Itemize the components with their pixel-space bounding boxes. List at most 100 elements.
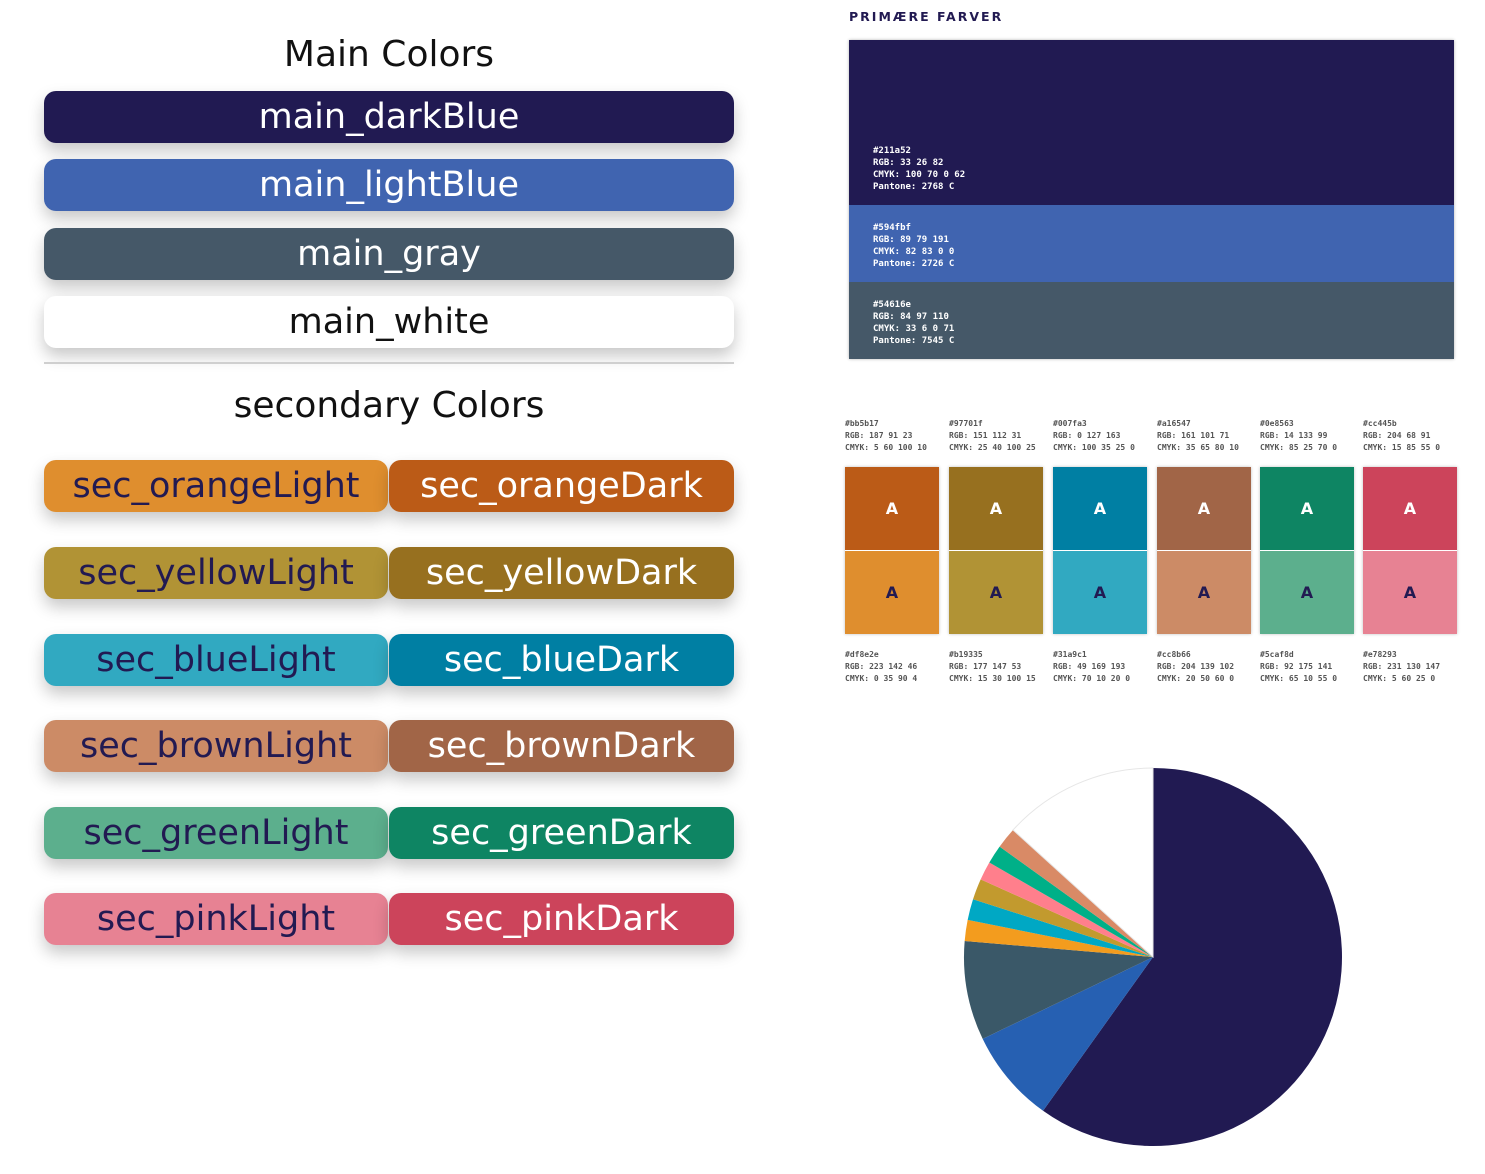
spec-cmyk: CMYK: 65 10 55 0 (1260, 674, 1338, 683)
spec-cmyk: CMYK: 5 60 100 10 (845, 443, 927, 452)
secondary-pill-light: sec_yellowLight (44, 547, 388, 599)
swatch-spec-top: #0e8563 RGB: 14 133 99 CMYK: 85 25 70 0 (1260, 418, 1337, 454)
secondary-pill-dark: sec_orangeDark (389, 460, 734, 512)
band-hex: #54616e (873, 300, 911, 310)
swatch-spec-top: #007fa3 RGB: 0 127 163 CMYK: 100 35 25 0 (1053, 418, 1135, 454)
band-spec: #54616e RGB: 84 97 110 CMYK: 33 6 0 71 P… (873, 299, 954, 347)
spec-cmyk: CMYK: 0 35 90 4 (845, 674, 918, 683)
spec-cmyk: CMYK: 5 60 25 0 (1363, 674, 1436, 683)
swatch-bottom-letter: A (949, 551, 1043, 634)
swatch-top-letter: A (1260, 467, 1354, 550)
swatch-spec-bottom: #df8e2e RGB: 223 142 46 CMYK: 0 35 90 4 (845, 649, 917, 685)
primary-band-gray: #54616e RGB: 84 97 110 CMYK: 33 6 0 71 P… (849, 282, 1454, 359)
spec-rgb: RGB: 14 133 99 (1260, 431, 1328, 440)
swatch-spec-bottom: #e78293 RGB: 231 130 147 CMYK: 5 60 25 0 (1363, 649, 1440, 685)
spec-hex: #0e8563 (1260, 419, 1294, 428)
band-cmyk: CMYK: 82 83 0 0 (873, 247, 955, 257)
secondary-colors-heading: secondary Colors (233, 385, 545, 426)
spec-hex: #cc445b (1363, 419, 1397, 428)
swatch-top-letter: A (1053, 467, 1147, 550)
pie-slice-3 (964, 919, 1153, 957)
band-rgb: RGB: 89 79 191 (873, 235, 949, 245)
spec-rgb: RGB: 204 68 91 (1363, 431, 1431, 440)
band-pantone: Pantone: 2726 C (873, 259, 955, 269)
pie-slice-9 (1012, 767, 1154, 959)
swatch-bottom-letter: A (845, 551, 939, 634)
spec-cmyk: CMYK: 35 65 80 10 (1157, 443, 1239, 452)
swatch-top-letter: A (1363, 467, 1457, 550)
secondary-pill-dark: sec_yellowDark (389, 547, 734, 599)
spec-rgb: RGB: 161 101 71 (1157, 431, 1230, 440)
secondary-pill-dark: sec_blueDark (389, 634, 734, 686)
primary-band-light-blue: #594fbf RGB: 89 79 191 CMYK: 82 83 0 0 P… (849, 205, 1454, 282)
swatch-bottom-letter: A (1260, 551, 1354, 634)
spec-rgb: RGB: 177 147 53 (949, 662, 1022, 671)
secondary-pill-dark: sec_pinkDark (389, 893, 734, 945)
band-spec: #211a52 RGB: 33 26 82 CMYK: 100 70 0 62 … (873, 145, 965, 193)
section-divider (44, 362, 734, 364)
swatch-spec-bottom: #cc8b66 RGB: 204 139 102 CMYK: 20 50 60 0 (1157, 649, 1234, 685)
spec-rgb: RGB: 92 175 141 (1260, 662, 1333, 671)
spec-cmyk: CMYK: 100 35 25 0 (1053, 443, 1135, 452)
pie-slice-7 (989, 846, 1153, 957)
band-pantone: Pantone: 7545 C (873, 336, 955, 346)
spec-cmyk: CMYK: 20 50 60 0 (1157, 674, 1235, 683)
swatch-top-letter: A (845, 467, 939, 550)
spec-rgb: RGB: 223 142 46 (845, 662, 918, 671)
pie-slice-6 (980, 862, 1153, 957)
swatch-bottom-letter: A (1053, 551, 1147, 634)
band-cmyk: CMYK: 33 6 0 71 (873, 324, 955, 334)
secondary-pill-light: sec_orangeLight (44, 460, 388, 512)
spec-rgb: RGB: 49 169 193 (1053, 662, 1126, 671)
pie-slice-8 (999, 830, 1153, 957)
main-pill-white: main_white (44, 296, 734, 348)
spec-hex: #df8e2e (845, 650, 879, 659)
swatch-bottom-letter: A (1157, 551, 1251, 634)
spec-rgb: RGB: 204 139 102 (1157, 662, 1235, 671)
band-rgb: RGB: 84 97 110 (873, 312, 949, 322)
band-hex: #594fbf (873, 223, 911, 233)
swatch-spec-top: #bb5b17 RGB: 187 91 23 CMYK: 5 60 100 10 (845, 418, 927, 454)
primary-guide-title: PRIMÆRE FARVER (849, 9, 1004, 24)
swatch-spec-top: #97701f RGB: 151 112 31 CMYK: 25 40 100 25 (949, 418, 1036, 454)
spec-hex: #31a9c1 (1053, 650, 1087, 659)
swatch-top-letter: A (1157, 467, 1251, 550)
secondary-pill-dark: sec_greenDark (389, 807, 734, 859)
spec-hex: #97701f (949, 419, 983, 428)
spec-hex: #a16547 (1157, 419, 1191, 428)
spec-rgb: RGB: 231 130 147 (1363, 662, 1441, 671)
spec-cmyk: CMYK: 25 40 100 25 (949, 443, 1036, 452)
spec-hex: #b19335 (949, 650, 983, 659)
pie-slice-4 (967, 899, 1153, 957)
main-pill-dark-blue: main_darkBlue (44, 91, 734, 143)
swatch-spec-bottom: #b19335 RGB: 177 147 53 CMYK: 15 30 100 15 (949, 649, 1036, 685)
primary-band-dark-blue: #211a52 RGB: 33 26 82 CMYK: 100 70 0 62 … (849, 40, 1454, 205)
main-colors-heading: Main Colors (283, 34, 495, 75)
main-pill-light-blue: main_lightBlue (44, 159, 734, 211)
swatch-spec-top: #cc445b RGB: 204 68 91 CMYK: 15 85 55 0 (1363, 418, 1440, 454)
main-pill-gray: main_gray (44, 228, 734, 280)
spec-rgb: RGB: 0 127 163 (1053, 431, 1121, 440)
band-hex: #211a52 (873, 146, 911, 156)
swatch-top-letter: A (949, 467, 1043, 550)
swatch-spec-bottom: #31a9c1 RGB: 49 169 193 CMYK: 70 10 20 0 (1053, 649, 1130, 685)
swatch-spec-bottom: #5caf8d RGB: 92 175 141 CMYK: 65 10 55 0 (1260, 649, 1337, 685)
swatch-bottom-letter: A (1363, 551, 1457, 634)
spec-hex: #5caf8d (1260, 650, 1294, 659)
spec-hex: #007fa3 (1053, 419, 1087, 428)
secondary-pill-dark: sec_brownDark (389, 720, 734, 772)
color-proportion-pie (964, 767, 1342, 1146)
spec-cmyk: CMYK: 70 10 20 0 (1053, 674, 1131, 683)
band-rgb: RGB: 33 26 82 (873, 158, 944, 168)
swatch-spec-top: #a16547 RGB: 161 101 71 CMYK: 35 65 80 10 (1157, 418, 1239, 454)
spec-hex: #bb5b17 (845, 419, 879, 428)
spec-cmyk: CMYK: 15 85 55 0 (1363, 443, 1441, 452)
secondary-pill-light: sec_brownLight (44, 720, 388, 772)
pie-slice-1 (982, 957, 1153, 1111)
